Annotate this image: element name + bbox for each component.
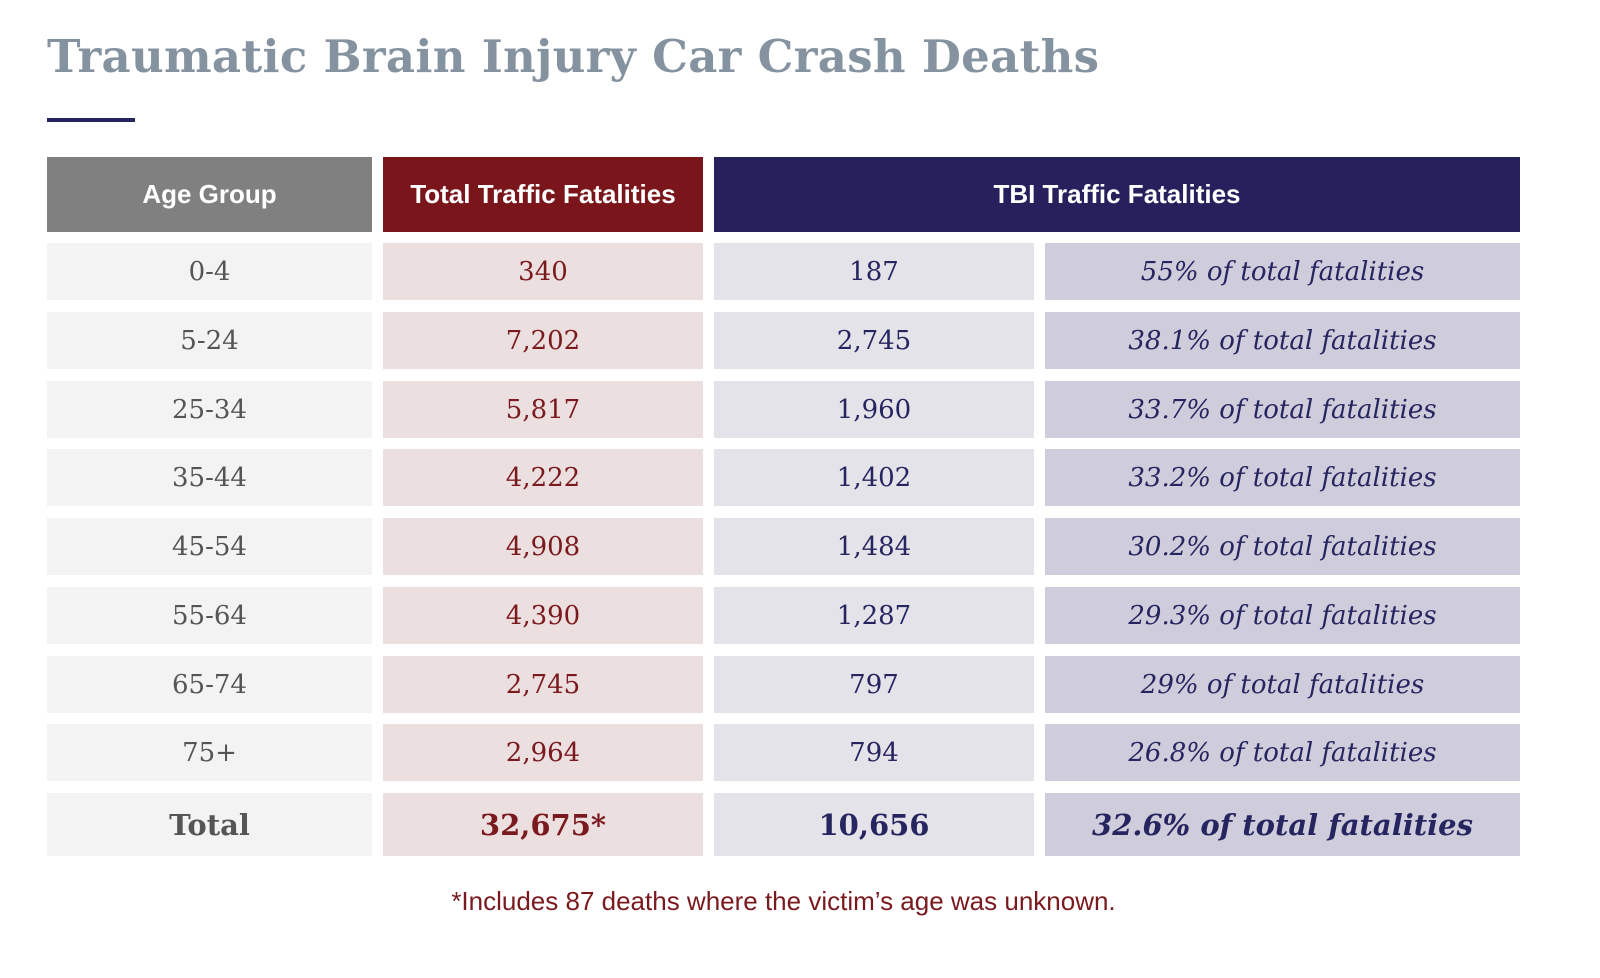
- tbi-fatalities-cell: 1,484: [714, 518, 1034, 575]
- title-underline: [47, 118, 135, 122]
- age-group-cell: 55-64: [47, 587, 372, 644]
- total-fatalities-cell: 4,908: [383, 518, 703, 575]
- age-group-cell: 45-54: [47, 518, 372, 575]
- total-tbi-fatalities-cell: 10,656: [714, 793, 1034, 856]
- age-group-cell: 25-34: [47, 381, 372, 438]
- tbi-percent-cell: 29.3% of total fatalities: [1045, 587, 1520, 644]
- total-total-fatalities-cell: 32,675*: [383, 793, 703, 856]
- total-age-group-cell: Total: [47, 793, 372, 856]
- age-group-cell: 75+: [47, 724, 372, 781]
- tbi-fatalities-cell: 2,745: [714, 312, 1034, 369]
- tbi-percent-cell: 55% of total fatalities: [1045, 243, 1520, 300]
- tbi-percent-cell: 30.2% of total fatalities: [1045, 518, 1520, 575]
- header-tbi-traffic-fatalities: TBI Traffic Fatalities: [714, 157, 1520, 232]
- tbi-percent-cell: 29% of total fatalities: [1045, 656, 1520, 713]
- age-group-cell: 65-74: [47, 656, 372, 713]
- total-tbi-percent-cell: 32.6% of total fatalities: [1045, 793, 1520, 856]
- tbi-fatalities-cell: 1,402: [714, 449, 1034, 506]
- footnote: *Includes 87 deaths where the victim’s a…: [451, 886, 1116, 916]
- tbi-percent-cell: 33.7% of total fatalities: [1045, 381, 1520, 438]
- header-age-group: Age Group: [47, 157, 372, 232]
- page-title: Traumatic Brain Injury Car Crash Deaths: [47, 30, 1100, 83]
- total-fatalities-cell: 4,222: [383, 449, 703, 506]
- total-fatalities-cell: 7,202: [383, 312, 703, 369]
- total-fatalities-cell: 5,817: [383, 381, 703, 438]
- total-fatalities-cell: 2,745: [383, 656, 703, 713]
- total-fatalities-cell: 340: [383, 243, 703, 300]
- tbi-percent-cell: 38.1% of total fatalities: [1045, 312, 1520, 369]
- header-total-traffic-fatalities: Total Traffic Fatalities: [383, 157, 703, 232]
- age-group-cell: 5-24: [47, 312, 372, 369]
- age-group-cell: 35-44: [47, 449, 372, 506]
- total-fatalities-cell: 2,964: [383, 724, 703, 781]
- tbi-fatalities-cell: 1,960: [714, 381, 1034, 438]
- tbi-fatalities-cell: 794: [714, 724, 1034, 781]
- tbi-fatalities-cell: 1,287: [714, 587, 1034, 644]
- age-group-cell: 0-4: [47, 243, 372, 300]
- tbi-fatalities-cell: 187: [714, 243, 1034, 300]
- tbi-fatalities-cell: 797: [714, 656, 1034, 713]
- tbi-percent-cell: 33.2% of total fatalities: [1045, 449, 1520, 506]
- total-fatalities-cell: 4,390: [383, 587, 703, 644]
- tbi-percent-cell: 26.8% of total fatalities: [1045, 724, 1520, 781]
